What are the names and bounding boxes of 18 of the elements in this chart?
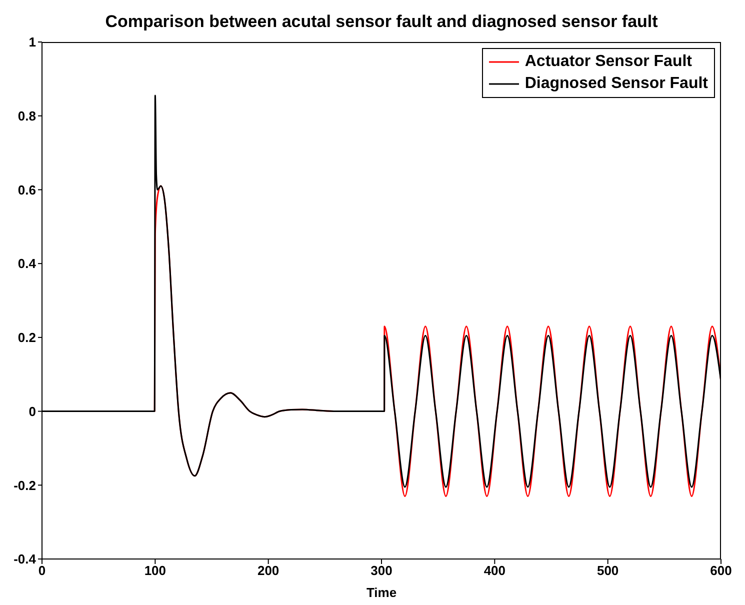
x-tick-label: 100 xyxy=(144,563,166,578)
chart-title: Comparison between acutal sensor fault and diagnosed sensor fault xyxy=(104,12,659,32)
y-tick-label: -0.4 xyxy=(14,552,37,567)
legend-label: Diagnosed Sensor Fault xyxy=(524,74,708,94)
legend-label: Actuator Sensor Fault xyxy=(524,52,692,72)
x-tick-label: 300 xyxy=(370,563,392,578)
y-tick-label: 0.4 xyxy=(18,256,37,272)
y-tick-label: 1 xyxy=(28,34,36,50)
x-tick-label: 200 xyxy=(257,563,280,578)
y-tick-label: 0.8 xyxy=(18,108,36,124)
y-tick-label: 0 xyxy=(28,404,36,419)
x-axis-title: Time xyxy=(366,585,397,600)
x-tick-label: 400 xyxy=(484,563,506,578)
y-tick-label: 0.6 xyxy=(18,182,36,198)
y-tick-label: 0.2 xyxy=(18,330,36,346)
x-tick-label: 600 xyxy=(710,563,732,578)
y-tick-label: -0.2 xyxy=(14,478,36,493)
x-tick-label: 500 xyxy=(596,563,619,578)
